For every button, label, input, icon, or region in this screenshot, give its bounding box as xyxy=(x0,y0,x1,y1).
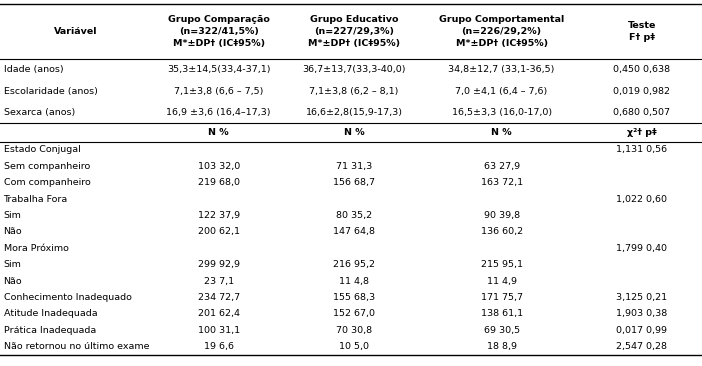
Text: 69 30,5: 69 30,5 xyxy=(484,326,519,335)
Text: 71 31,3: 71 31,3 xyxy=(336,162,372,171)
Text: 36,7±13,7(33,3-40,0): 36,7±13,7(33,3-40,0) xyxy=(303,65,406,74)
Text: Sexarca (anos): Sexarca (anos) xyxy=(4,108,74,117)
Text: Não retornou no último exame: Não retornou no último exame xyxy=(4,342,149,351)
Text: 147 64,8: 147 64,8 xyxy=(333,227,375,236)
Text: 3,125 0,21: 3,125 0,21 xyxy=(616,293,667,302)
Text: Teste
F† p‡: Teste F† p‡ xyxy=(628,21,656,42)
Text: N %: N % xyxy=(491,128,512,137)
Text: 23 7,1: 23 7,1 xyxy=(204,277,234,285)
Text: Escolaridade (anos): Escolaridade (anos) xyxy=(4,87,98,96)
Text: Mora Próximo: Mora Próximo xyxy=(4,244,68,253)
Text: 138 61,1: 138 61,1 xyxy=(480,310,523,318)
Text: 201 62,4: 201 62,4 xyxy=(198,310,239,318)
Text: 11 4,8: 11 4,8 xyxy=(339,277,369,285)
Text: Estado Conjugal: Estado Conjugal xyxy=(4,145,80,154)
Text: 63 27,9: 63 27,9 xyxy=(484,162,519,171)
Text: 299 92,9: 299 92,9 xyxy=(198,260,239,269)
Text: 219 68,0: 219 68,0 xyxy=(198,178,239,187)
Text: 100 31,1: 100 31,1 xyxy=(197,326,240,335)
Text: Não: Não xyxy=(4,277,22,285)
Text: N %: N % xyxy=(344,128,364,137)
Text: 1,131 0,56: 1,131 0,56 xyxy=(616,145,667,154)
Text: 7,1±3,8 (6,2 – 8,1): 7,1±3,8 (6,2 – 8,1) xyxy=(310,87,399,96)
Text: 234 72,7: 234 72,7 xyxy=(197,293,240,302)
Text: Idade (anos): Idade (anos) xyxy=(4,65,63,74)
Text: Sim: Sim xyxy=(4,260,21,269)
Text: 7,0 ±4,1 (6,4 – 7,6): 7,0 ±4,1 (6,4 – 7,6) xyxy=(456,87,548,96)
Text: Sim: Sim xyxy=(4,211,21,220)
Text: 103 32,0: 103 32,0 xyxy=(197,162,240,171)
Text: 152 67,0: 152 67,0 xyxy=(333,310,375,318)
Text: Grupo Educativo
(n=227/29,3%)
M*±DP† (IC‡95%): Grupo Educativo (n=227/29,3%) M*±DP† (IC… xyxy=(308,15,400,48)
Text: 0,450 0,638: 0,450 0,638 xyxy=(613,65,670,74)
Text: Variável: Variável xyxy=(54,27,98,36)
Text: Não: Não xyxy=(4,227,22,236)
Text: 7,1±3,8 (6,6 – 7,5): 7,1±3,8 (6,6 – 7,5) xyxy=(174,87,263,96)
Text: 80 35,2: 80 35,2 xyxy=(336,211,372,220)
Text: 90 39,8: 90 39,8 xyxy=(484,211,519,220)
Text: 16,9 ±3,6 (16,4–17,3): 16,9 ±3,6 (16,4–17,3) xyxy=(166,108,271,117)
Text: 11 4,9: 11 4,9 xyxy=(486,277,517,285)
Text: 1,022 0,60: 1,022 0,60 xyxy=(616,195,667,203)
Text: 0,680 0,507: 0,680 0,507 xyxy=(613,108,670,117)
Text: 0,019 0,982: 0,019 0,982 xyxy=(613,87,670,96)
Text: 35,3±14,5(33,4-37,1): 35,3±14,5(33,4-37,1) xyxy=(167,65,270,74)
Text: 136 60,2: 136 60,2 xyxy=(480,227,523,236)
Text: 171 75,7: 171 75,7 xyxy=(481,293,522,302)
Text: Grupo Comportamental
(n=226/29,2%)
M*±DP† (IC‡95%): Grupo Comportamental (n=226/29,2%) M*±DP… xyxy=(439,15,564,48)
Text: Atitude Inadequada: Atitude Inadequada xyxy=(4,310,97,318)
Text: 2,547 0,28: 2,547 0,28 xyxy=(616,342,667,351)
Text: 155 68,3: 155 68,3 xyxy=(333,293,376,302)
Text: Sem companheiro: Sem companheiro xyxy=(4,162,90,171)
Text: 216 95,2: 216 95,2 xyxy=(333,260,375,269)
Text: Conhecimento Inadequado: Conhecimento Inadequado xyxy=(4,293,131,302)
Text: Prática Inadequada: Prática Inadequada xyxy=(4,326,95,335)
Text: χ²† p‡: χ²† p‡ xyxy=(627,128,656,137)
Text: 215 95,1: 215 95,1 xyxy=(481,260,522,269)
Text: 16,6±2,8(15,9-17,3): 16,6±2,8(15,9-17,3) xyxy=(305,108,403,117)
Text: 18 8,9: 18 8,9 xyxy=(486,342,517,351)
Text: 70 30,8: 70 30,8 xyxy=(336,326,372,335)
Text: N %: N % xyxy=(208,128,229,137)
Text: 156 68,7: 156 68,7 xyxy=(333,178,375,187)
Text: 163 72,1: 163 72,1 xyxy=(480,178,523,187)
Text: 1,903 0,38: 1,903 0,38 xyxy=(616,310,668,318)
Text: 10 5,0: 10 5,0 xyxy=(339,342,369,351)
Text: 19 6,6: 19 6,6 xyxy=(204,342,234,351)
Text: Com companheiro: Com companheiro xyxy=(4,178,91,187)
Text: 200 62,1: 200 62,1 xyxy=(198,227,239,236)
Text: 34,8±12,7 (33,1-36,5): 34,8±12,7 (33,1-36,5) xyxy=(449,65,555,74)
Text: Trabalha Fora: Trabalha Fora xyxy=(4,195,68,203)
Text: 16,5±3,3 (16,0-17,0): 16,5±3,3 (16,0-17,0) xyxy=(451,108,552,117)
Text: 0,017 0,99: 0,017 0,99 xyxy=(616,326,667,335)
Text: 1,799 0,40: 1,799 0,40 xyxy=(616,244,667,253)
Text: 122 37,9: 122 37,9 xyxy=(197,211,240,220)
Text: Grupo Comparação
(n=322/41,5%)
M*±DP† (IC‡95%): Grupo Comparação (n=322/41,5%) M*±DP† (I… xyxy=(168,15,270,48)
